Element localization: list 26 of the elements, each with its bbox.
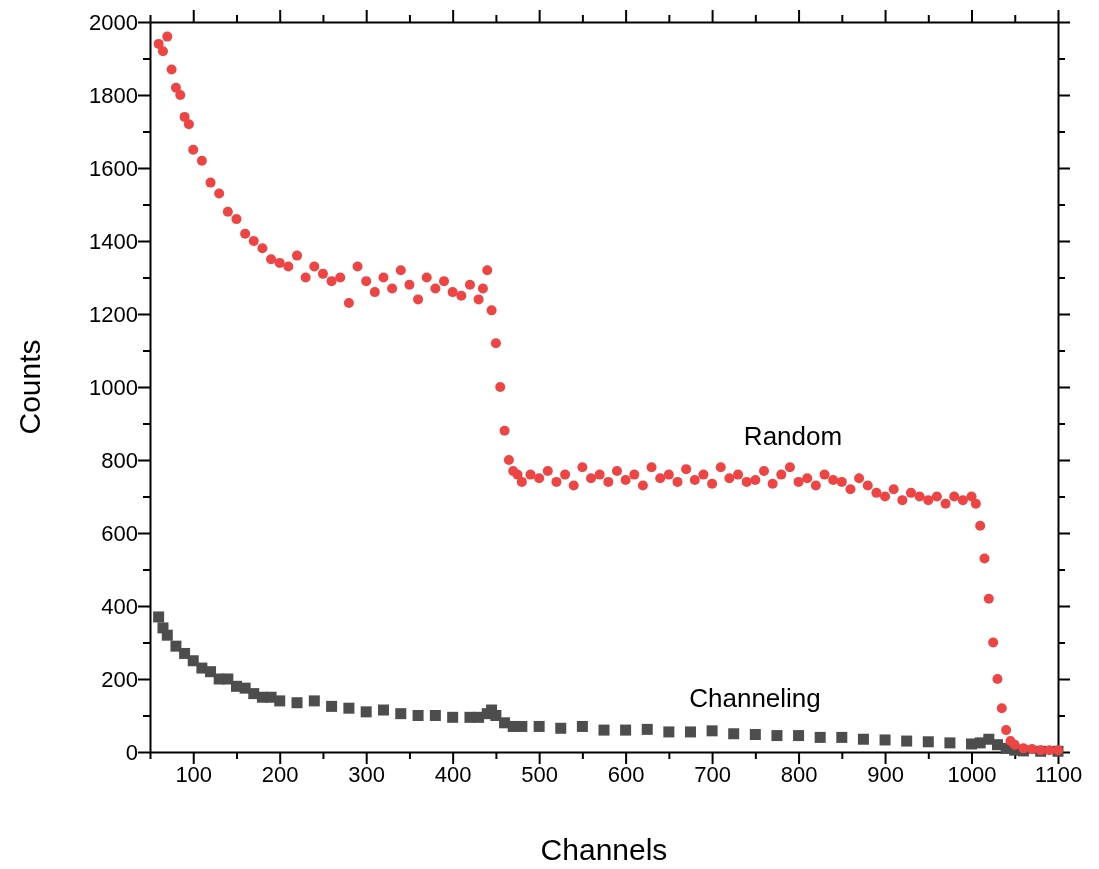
x-axis-title: Channels [540,833,668,866]
y-tick-label: 200 [101,666,138,692]
y-axis-title: Counts [13,339,46,435]
x-tick-label: 200 [261,761,299,787]
x-tick-label: 400 [434,761,472,787]
y-tick-label: 1000 [89,374,138,400]
x-tick-label: 500 [521,761,558,787]
y-tick-label: 800 [101,447,138,473]
y-tick-label: 1200 [89,301,138,327]
y-tick-label: 0 [125,739,138,765]
series-label: Random [743,421,843,451]
y-tick-label: 600 [101,520,138,546]
y-tick-label: 1400 [89,228,138,254]
y-tick-label: 400 [101,593,138,619]
x-tick-label: 900 [867,761,904,787]
x-tick-label: 1000 [947,761,997,787]
x-tick-label: 800 [780,761,818,787]
y-tick-label: 1800 [89,82,138,108]
series-label: Channeling [689,683,821,713]
y-tick-label: 2000 [89,9,138,35]
x-tick-label: 300 [348,761,386,787]
x-tick-label: 100 [175,761,213,787]
x-tick-label: 700 [694,761,731,787]
x-tick-label: 1100 [1034,761,1083,787]
x-tick-label: 600 [607,761,645,787]
y-tick-label: 1600 [89,155,138,181]
